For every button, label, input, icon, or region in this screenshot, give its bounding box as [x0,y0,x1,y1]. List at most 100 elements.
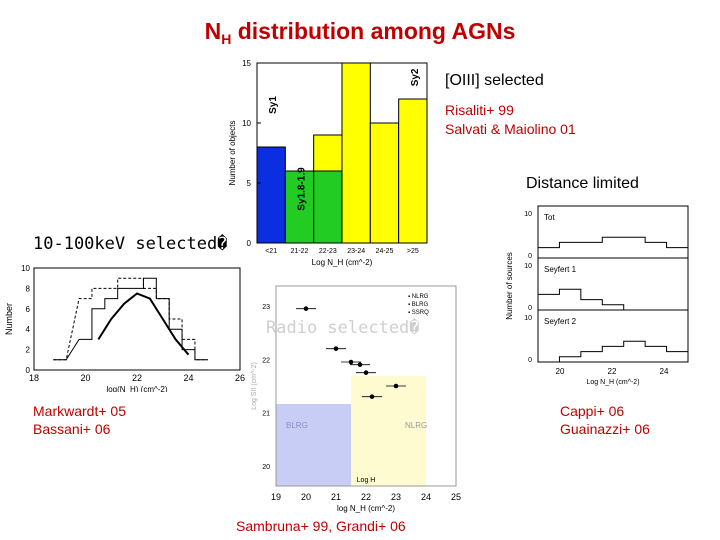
data-point-5 [369,394,375,399]
y-tick-label: 23 [262,304,270,311]
x-tick-label: <21 [265,248,277,255]
panel-label-2: Seyfert 2 [544,317,577,326]
bar-sy2-3 [341,62,371,244]
right-ref-1: Cappi+ 06 [560,403,625,419]
y-tick-label: 10 [524,315,532,322]
y-tick-label: 0 [528,305,532,312]
data-point-4 [363,370,369,375]
y-tick-label: 22 [262,357,270,364]
panel-label-1: Seyfert 1 [544,265,577,274]
legend-nlrg: ▪ NLRG [408,294,429,300]
y-tick-label: 8 [26,284,31,293]
data-point-1 [333,346,339,351]
y-tick-label: 0 [528,357,532,364]
model-curve [97,292,190,356]
y-tick-label: 21 [262,411,270,418]
bar-sy2-2 [313,134,343,172]
y-tick-label: 5 [247,179,252,188]
distance-limited-chart: Tot 10 0 Seyfert 1 10 0 Seyfert 2 10 0 20 22 24 Log … [505,205,689,386]
left-ref-1: Markwardt+ 05 [33,403,126,419]
series-annotation-1: Sy1.8-1.9 [297,167,308,211]
y-tick-label: 10 [21,264,30,273]
bottom-ref: Sambruna+ 99, Grandi+ 06 [236,518,406,534]
y-tick-label: 0 [528,253,532,260]
series-annotation-2: Sy2 [410,68,421,86]
x-axis-label: log(N_H) (cm^-2) [106,385,167,392]
x-tick-label: 24 [660,367,669,376]
x-tick-label: 20 [80,373,90,383]
x-axis-label: log N_H (cm^-2) [337,504,395,513]
x-tick-label: >25 [407,248,419,255]
y-tick-label: 0 [247,239,252,248]
page-title: NH distribution among AGNs [204,18,516,47]
x-tick-label: 18 [29,373,39,383]
y-axis-label: Number of sources [505,252,514,320]
y-tick-label: 20 [262,464,270,471]
y-axis-label: Number of objects [228,121,237,186]
y-tick-label: 10 [242,119,251,128]
panel-histogram-1 [538,288,688,311]
x-tick-label: 24 [183,373,193,383]
hardxray-caption: 10-100keV selected� [33,234,228,254]
x-tick-label: 23-24 [347,248,365,255]
x-tick-label: 23 [391,492,401,502]
data-point-6 [393,383,399,389]
histogram-dashed [53,277,208,361]
x-tick-label: 19 [271,492,281,502]
y-tick-label: 0 [26,366,31,375]
x-tick-label: 20 [301,492,311,502]
x-tick-label: 20 [556,367,565,376]
series-annotation-0: Sy1 [268,96,279,114]
data-point-3 [357,362,363,367]
y-tick-label: 4 [26,325,31,334]
x-axis-label: Log N_H (cm^-2) [312,258,373,267]
panel-histogram-2 [538,340,688,363]
x-tick-label: 25 [451,492,461,502]
legend-ssrq: ▪ SSRQ [408,310,429,316]
y-axis-label: Number [4,303,14,335]
bar-sy2-5 [398,98,428,244]
left-ref-2: Bassani+ 06 [33,421,111,437]
right-ref-2: Guainazzi+ 06 [560,421,650,437]
panel-histogram-0 [538,236,688,249]
plot-frame [33,267,241,371]
oiii-ref-1: Risaliti+ 99 [445,102,514,118]
x-tick-label: 26 [235,373,245,383]
x-tick-label: 24-25 [376,248,394,255]
panel-label-0: Tot [544,213,555,222]
region-label-nlrg: NLRG [405,421,427,430]
legend-blrg: ▪ BLRG [408,302,428,308]
region-label-blrg: BLRG [286,421,308,430]
top-x-axis-label: Log H [357,477,376,484]
bar-sy1-0 [256,146,286,244]
data-point-0 [303,306,309,311]
bar-sy2-4 [369,122,400,244]
x-tick-label: 22 [132,373,142,383]
x-tick-label: 22 [608,367,617,376]
y-tick-label: 6 [26,305,31,314]
distance-caption: Distance limited [526,175,639,192]
y-tick-label: 2 [26,346,31,355]
bar-sy1819-2 [313,170,343,244]
x-tick-label: 21 [331,492,341,502]
x-tick-label: 24 [421,492,431,502]
y-tick-label: 15 [242,59,251,68]
y-axis-label: Log SII (cm^-2) [251,362,258,410]
y-tick-label: 10 [524,211,532,218]
x-tick-label: 22 [361,492,371,502]
x-axis-label: Log N_H (cm^-2) [586,379,639,386]
nlrg-region [351,376,426,486]
radio-scatter-chart: 19 20 21 22 23 24 25 20 21 22 23 log N_H (cm^-2) Log… [251,285,461,513]
bar-sy1819-1 [284,170,315,244]
data-point-2 [348,359,354,365]
panel-frame-2 [537,309,689,363]
oiii-caption: [OIII] selected [445,72,544,89]
oiii-histogram-chart: <21 21-22 22-23 23-24 24-25 >25 0 5 10 15 Number o… [228,59,428,267]
oiii-ref-2: Salvati & Maiolino 01 [445,121,576,137]
x-tick-label: 21-22 [291,248,309,255]
y-tick-label: 10 [524,263,532,270]
x-tick-label: 22-23 [319,248,337,255]
panel-frame-0 [537,205,689,259]
histogram-solid [53,277,208,361]
